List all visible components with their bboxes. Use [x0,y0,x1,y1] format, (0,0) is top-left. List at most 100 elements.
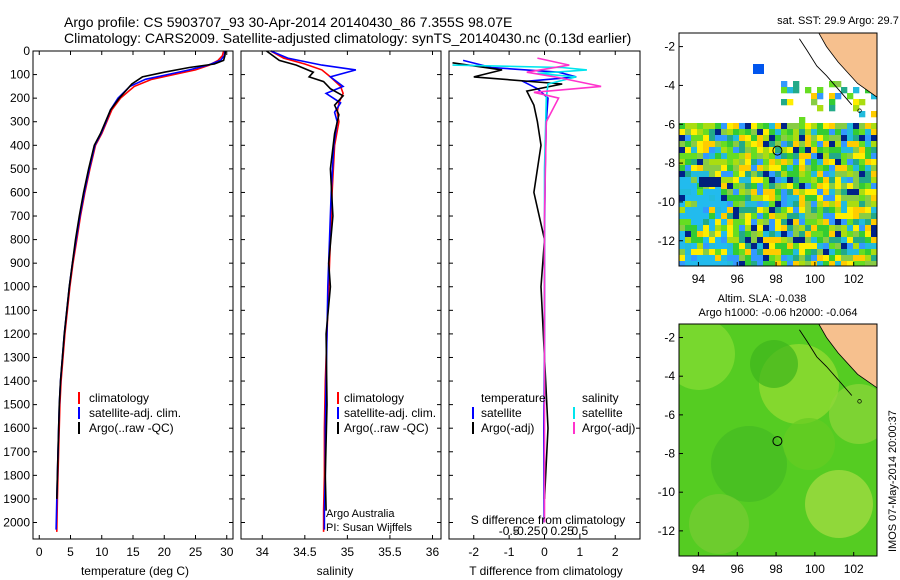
sst-cell [817,195,824,202]
sst-cell [793,165,800,172]
sst-cell [769,249,776,256]
sst-cell [691,219,698,226]
sst-cell [745,207,752,214]
sst-cell [823,135,830,142]
sst-cell [841,135,848,142]
sst-cell [781,255,788,262]
sst-cell [781,153,788,160]
sst-cell [757,231,764,238]
sst-cell [853,141,860,148]
sst-cell [733,231,740,238]
sst-cell [811,195,818,202]
y-tick-label: 900 [10,256,30,270]
sst-cell [811,93,818,100]
sst-cell [721,243,728,250]
sst-cell [775,189,782,196]
sst-cell [769,135,776,142]
sst-cell [739,147,746,154]
sst-cell [781,129,788,136]
sst-cell [865,153,872,160]
sst-cell [685,207,692,214]
sst-cell [817,213,824,220]
sst-cell [757,195,764,202]
sst-cell [811,135,818,142]
sst-cell [691,255,698,262]
x-tick-label: 20 [158,545,172,559]
sst-cell [811,201,818,208]
sst-cell [757,207,764,214]
sst-cell [775,195,782,202]
sst-cell [847,201,854,208]
sst-cell [715,237,722,244]
y-tick-label: 1400 [3,374,30,388]
sst-cell [835,219,842,226]
sst-cell [871,93,877,100]
sst-cell [745,249,752,256]
sst-cell [733,243,740,250]
sst-cell [793,159,800,166]
sst-cell [703,237,710,244]
sst-cell [709,153,716,160]
sst-cell [727,159,734,166]
sst-cell [727,231,734,238]
sst-cell [745,123,752,130]
sst-cell [823,141,830,148]
sst-cell [793,261,800,266]
sst-cell [859,249,866,256]
sst-cell [805,207,812,214]
sst-cell [751,159,758,166]
sst-cell [721,225,728,232]
sst-cell [841,87,848,94]
sst-cell [703,135,710,142]
sla-blob [750,340,798,388]
sst-cell [739,207,746,214]
sst-cell [787,99,794,106]
y-tick-label: 1700 [3,445,30,459]
sst-cell [823,165,830,172]
sst-cell [793,129,800,136]
sst-cell [841,225,848,232]
sst-cell [805,219,812,226]
sst-cell [871,213,877,220]
sst-cell [769,183,776,190]
sst-cell [829,225,836,232]
legend-argo-label: Argo(..raw -QC) [89,421,174,435]
sst-cell [757,129,764,136]
sst-cell [847,129,854,136]
sst-cell [823,243,830,250]
sst-cell [763,231,770,238]
sst-cell [781,261,788,266]
sst-cell [679,207,686,214]
sst-cell [859,123,866,130]
sst-cell [781,87,788,94]
sst-cell [721,201,728,208]
sst-cell [751,237,758,244]
sst-cell [829,249,836,256]
sst-cell [733,159,740,166]
sst-cell [853,159,860,166]
sst-cell [691,141,698,148]
sst-cell [715,219,722,226]
sst-cell [691,129,698,136]
sst-cell [715,213,722,220]
sst-cell [817,141,824,148]
x-tick-label: 36 [426,545,440,559]
sst-cell [709,123,716,130]
sst-cell [871,231,877,238]
sst-cell [745,213,752,220]
sst-cell [823,219,830,226]
sst-cell [793,189,800,196]
sst-cell [817,147,824,154]
sst-cell [775,141,782,148]
sst-cell [787,165,794,172]
series-line-satellite-adj-clim- [55,50,226,530]
y-tick-label: -2 [664,40,675,54]
sst-cell [679,261,686,266]
sst-cell [697,153,704,160]
sst-cell [775,207,782,214]
sst-cell [871,201,877,208]
sst-cell [805,213,812,220]
sst-cell [775,159,782,166]
sst-cell [679,135,686,142]
sst-cell [841,249,848,256]
